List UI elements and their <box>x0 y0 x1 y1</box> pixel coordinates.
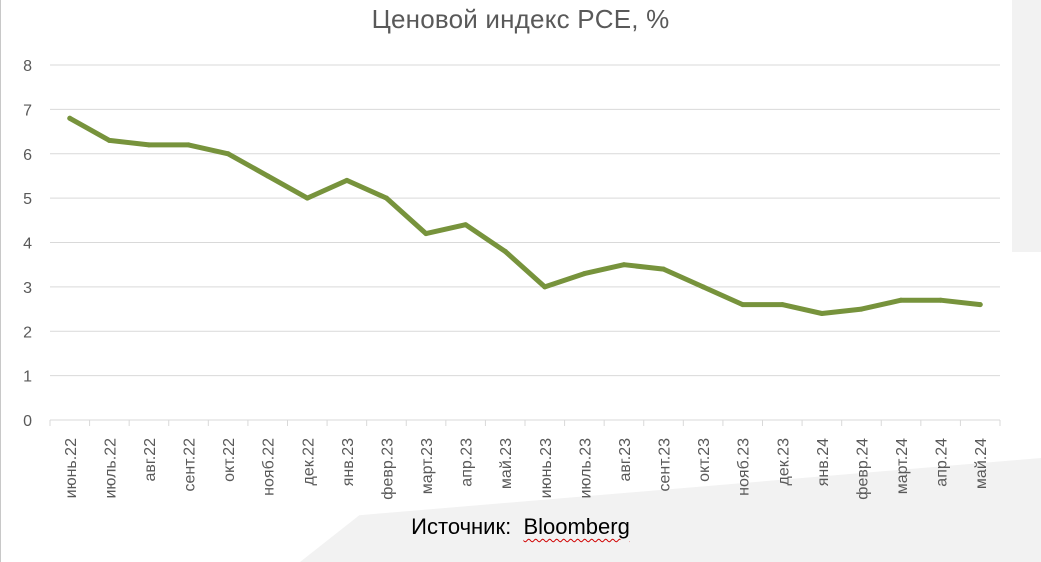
data-point <box>740 302 746 308</box>
data-point <box>225 151 231 157</box>
data-point <box>661 266 667 272</box>
data-point <box>146 142 152 148</box>
data-point <box>423 231 429 237</box>
data-point <box>67 115 73 121</box>
data-point <box>502 248 508 254</box>
x-tick-label: сент.22 <box>182 438 199 492</box>
chart-frame-edge <box>0 0 1 562</box>
data-point <box>344 177 350 183</box>
x-tick-label: янв.23 <box>340 438 357 486</box>
y-tick-label: 7 <box>23 102 32 119</box>
data-point <box>858 306 864 312</box>
series-line-pce <box>67 115 983 316</box>
data-point <box>186 142 192 148</box>
y-tick-label: 2 <box>23 324 32 341</box>
data-point <box>779 302 785 308</box>
y-tick-label: 4 <box>23 236 32 253</box>
source-label: Источник: <box>411 514 512 539</box>
x-tick-label: сент.23 <box>657 438 674 492</box>
data-point <box>898 297 904 303</box>
data-point <box>304 195 310 201</box>
x-tick-label: дек.22 <box>300 438 317 486</box>
x-tick-label: июнь.23 <box>538 438 555 498</box>
x-tick-label: март.23 <box>419 438 436 494</box>
data-point <box>700 284 706 290</box>
x-tick-label: апр.24 <box>934 438 951 487</box>
y-tick-label: 1 <box>23 369 32 386</box>
x-tick-label: дек.23 <box>775 438 792 486</box>
data-point <box>542 284 548 290</box>
x-tick-label: окт.23 <box>696 438 713 482</box>
data-point <box>581 271 587 277</box>
x-tick-label: нояб.23 <box>736 438 753 496</box>
x-tick-label: янв.24 <box>815 438 832 486</box>
y-tick-label: 8 <box>23 58 32 75</box>
x-tick-label: июнь.22 <box>63 438 80 498</box>
x-tick-label: авг.23 <box>617 438 634 482</box>
chart-title: Ценовой индекс PCE, % <box>371 4 670 34</box>
x-tick-label: авг.22 <box>142 438 159 482</box>
data-point <box>265 173 271 179</box>
x-tick-label: апр.23 <box>459 438 476 487</box>
x-tick-label: июль.23 <box>577 438 594 499</box>
background-panel-right <box>1012 0 1041 252</box>
data-point <box>977 302 983 308</box>
data-point <box>383 195 389 201</box>
x-tick-label: февр.23 <box>379 438 396 500</box>
x-tick-label: февр.24 <box>854 438 871 500</box>
x-tick-label: окт.22 <box>221 438 238 482</box>
data-point <box>938 297 944 303</box>
data-point <box>106 137 112 143</box>
y-tick-label: 5 <box>23 191 32 208</box>
source-note: Источник: Bloomberg <box>0 514 1041 540</box>
x-tick-label: нояб.22 <box>261 438 278 496</box>
data-point <box>463 222 469 228</box>
x-tick-label: март.24 <box>894 438 911 494</box>
data-point <box>819 311 825 316</box>
x-tick-label: май.23 <box>498 438 515 489</box>
y-tick-label: 6 <box>23 147 32 164</box>
x-tick-label: июль.22 <box>102 438 119 499</box>
source-name: Bloomberg <box>523 514 630 539</box>
y-tick-label: 0 <box>23 413 32 430</box>
x-tick-label: май.24 <box>973 438 990 489</box>
data-point <box>621 262 627 268</box>
y-tick-label: 3 <box>23 280 32 297</box>
